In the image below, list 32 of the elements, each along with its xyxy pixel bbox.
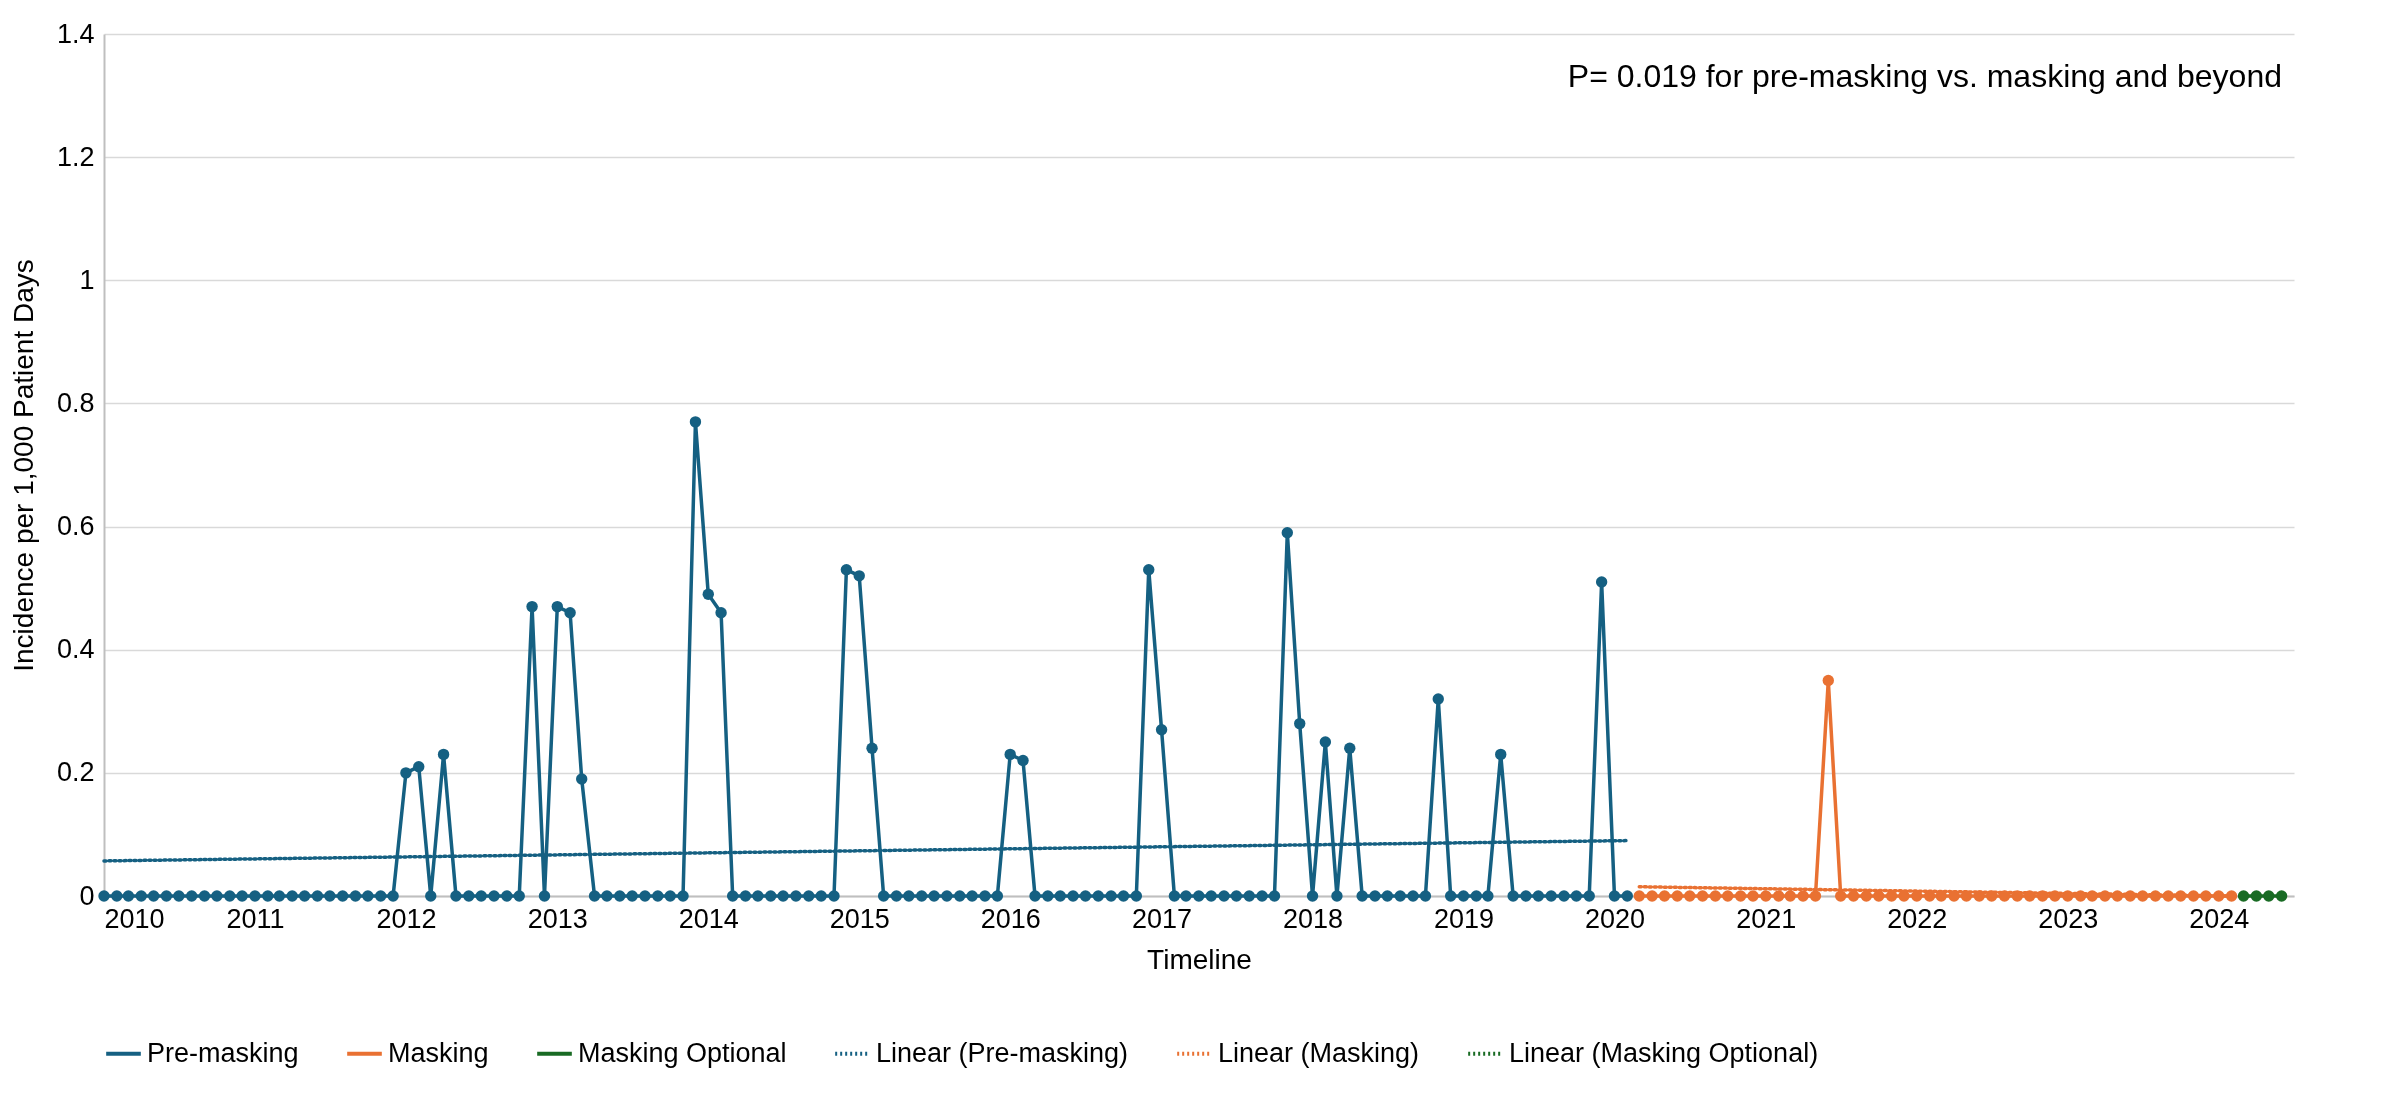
legend-label: Linear (Pre-masking): [876, 1037, 1129, 1068]
y-tick-label: 0.2: [56, 757, 95, 788]
legend-label: Pre-masking: [147, 1037, 299, 1068]
y-tick-label: 0.6: [56, 511, 95, 542]
y-tick-label: 1: [79, 264, 95, 295]
y-tick-label: 0.8: [56, 387, 95, 418]
y-tick-label: 1.2: [56, 141, 95, 172]
x-tick-label: 2024: [2189, 903, 2250, 934]
x-tick-label: 2020: [1584, 903, 1645, 934]
x-tick-label: 2015: [829, 903, 890, 934]
x-tick-label: 2012: [376, 903, 437, 934]
legend-label: Linear (Masking Optional): [1509, 1037, 1819, 1068]
x-tick-label: 2021: [1736, 903, 1797, 934]
x-tick-label: 2018: [1282, 903, 1344, 934]
x-tick-label: 2014: [678, 903, 739, 934]
y-tick-label: 1.4: [56, 18, 95, 49]
x-tick-label: 2011: [226, 903, 285, 934]
x-tick-label: 2016: [980, 903, 1041, 934]
legend-label: Masking Optional: [578, 1037, 787, 1068]
x-tick-label: 2017: [1132, 903, 1193, 934]
x-tick-label: 2022: [1887, 903, 1948, 934]
x-tick-label: 2010: [104, 903, 165, 934]
x-tick-label: 2013: [527, 903, 588, 934]
x-tick-label: 2019: [1433, 903, 1495, 934]
x-tick-label: 2023: [2038, 903, 2099, 934]
y-axis-title: Incidence per 1,000 Patient Days: [7, 259, 39, 672]
legend-label: Linear (Masking): [1218, 1037, 1420, 1068]
y-tick-label: 0.4: [56, 634, 95, 665]
x-axis-title: Timeline: [1147, 943, 1252, 975]
y-tick-label: 0: [79, 880, 95, 911]
annotation: P= 0.019 for pre-masking vs. masking and beyond: [1567, 58, 2282, 94]
legend-label: Masking: [388, 1037, 489, 1068]
